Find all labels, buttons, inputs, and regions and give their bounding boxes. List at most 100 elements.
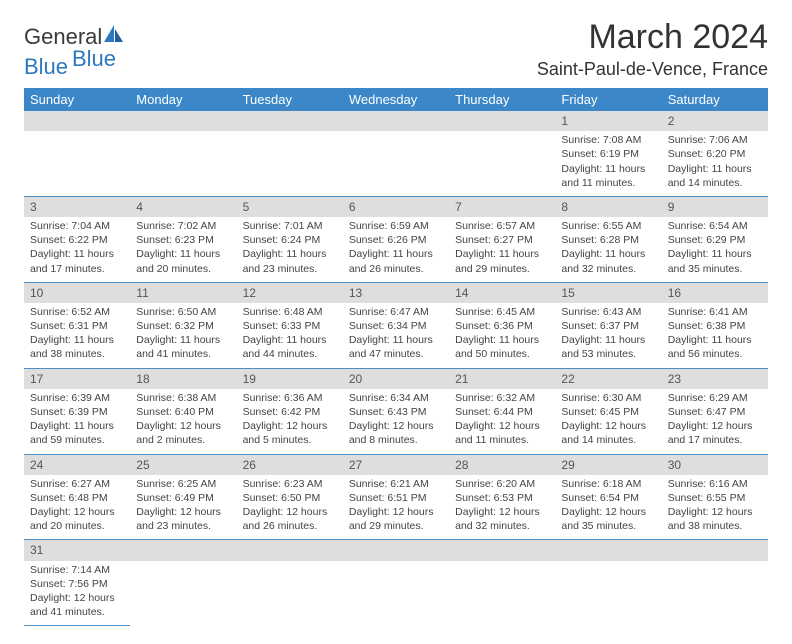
sunset-line: Sunset: 6:48 PM <box>30 491 124 505</box>
sunset-line: Sunset: 6:29 PM <box>668 233 762 247</box>
day-number: 9 <box>662 197 768 217</box>
daylight-line: Daylight: 12 hours and 11 minutes. <box>455 419 549 447</box>
day-number: 20 <box>343 369 449 389</box>
calendar-cell: 13Sunrise: 6:47 AMSunset: 6:34 PMDayligh… <box>343 282 449 368</box>
day-body: Sunrise: 6:18 AMSunset: 6:54 PMDaylight:… <box>555 475 661 540</box>
calendar-cell: 15Sunrise: 6:43 AMSunset: 6:37 PMDayligh… <box>555 282 661 368</box>
sunset-line: Sunset: 6:20 PM <box>668 147 762 161</box>
calendar-cell: 6Sunrise: 6:59 AMSunset: 6:26 PMDaylight… <box>343 196 449 282</box>
daylight-line: Daylight: 11 hours and 14 minutes. <box>668 162 762 190</box>
daylight-line: Daylight: 12 hours and 20 minutes. <box>30 505 124 533</box>
day-header: Tuesday <box>237 88 343 111</box>
day-number: 16 <box>662 283 768 303</box>
sunrise-line: Sunrise: 6:43 AM <box>561 305 655 319</box>
daylight-line: Daylight: 11 hours and 47 minutes. <box>349 333 443 361</box>
day-body <box>662 561 768 611</box>
day-body: Sunrise: 7:04 AMSunset: 6:22 PMDaylight:… <box>24 217 130 282</box>
daylight-line: Daylight: 12 hours and 17 minutes. <box>668 419 762 447</box>
sunrise-line: Sunrise: 6:36 AM <box>243 391 337 405</box>
calendar-cell <box>130 111 236 196</box>
sunrise-line: Sunrise: 6:57 AM <box>455 219 549 233</box>
sunset-line: Sunset: 6:49 PM <box>136 491 230 505</box>
header: GeneralBlueMarch 2024Saint-Paul-de-Vence… <box>24 18 768 80</box>
day-body: Sunrise: 6:38 AMSunset: 6:40 PMDaylight:… <box>130 389 236 454</box>
day-number: 13 <box>343 283 449 303</box>
calendar-week-row: 17Sunrise: 6:39 AMSunset: 6:39 PMDayligh… <box>24 368 768 454</box>
sunrise-line: Sunrise: 6:30 AM <box>561 391 655 405</box>
calendar-cell: 28Sunrise: 6:20 AMSunset: 6:53 PMDayligh… <box>449 454 555 540</box>
sunset-line: Sunset: 6:26 PM <box>349 233 443 247</box>
day-number: 2 <box>662 111 768 131</box>
day-body <box>343 131 449 181</box>
day-body <box>237 131 343 181</box>
day-header: Sunday <box>24 88 130 111</box>
sunrise-line: Sunrise: 6:38 AM <box>136 391 230 405</box>
calendar-cell <box>237 111 343 196</box>
day-number: 22 <box>555 369 661 389</box>
day-body: Sunrise: 6:30 AMSunset: 6:45 PMDaylight:… <box>555 389 661 454</box>
calendar-week-row: 24Sunrise: 6:27 AMSunset: 6:48 PMDayligh… <box>24 454 768 540</box>
daylight-line: Daylight: 11 hours and 17 minutes. <box>30 247 124 275</box>
day-number: 7 <box>449 197 555 217</box>
sunrise-line: Sunrise: 7:14 AM <box>30 563 124 577</box>
calendar-table: SundayMondayTuesdayWednesdayThursdayFrid… <box>24 88 768 626</box>
sunset-line: Sunset: 6:32 PM <box>136 319 230 333</box>
day-header: Wednesday <box>343 88 449 111</box>
sunset-line: Sunset: 7:56 PM <box>30 577 124 591</box>
sunset-line: Sunset: 6:53 PM <box>455 491 549 505</box>
calendar-cell: 29Sunrise: 6:18 AMSunset: 6:54 PMDayligh… <box>555 454 661 540</box>
day-body: Sunrise: 6:41 AMSunset: 6:38 PMDaylight:… <box>662 303 768 368</box>
day-number <box>130 540 236 560</box>
day-number: 23 <box>662 369 768 389</box>
calendar-cell: 22Sunrise: 6:30 AMSunset: 6:45 PMDayligh… <box>555 368 661 454</box>
calendar-cell: 1Sunrise: 7:08 AMSunset: 6:19 PMDaylight… <box>555 111 661 196</box>
daylight-line: Daylight: 12 hours and 2 minutes. <box>136 419 230 447</box>
daylight-line: Daylight: 12 hours and 35 minutes. <box>561 505 655 533</box>
day-body <box>237 561 343 611</box>
day-number: 14 <box>449 283 555 303</box>
day-number: 28 <box>449 455 555 475</box>
daylight-line: Daylight: 12 hours and 8 minutes. <box>349 419 443 447</box>
sunrise-line: Sunrise: 6:27 AM <box>30 477 124 491</box>
calendar-cell: 31Sunrise: 7:14 AMSunset: 7:56 PMDayligh… <box>24 540 130 626</box>
day-body: Sunrise: 6:23 AMSunset: 6:50 PMDaylight:… <box>237 475 343 540</box>
calendar-week-row: 3Sunrise: 7:04 AMSunset: 6:22 PMDaylight… <box>24 196 768 282</box>
day-body: Sunrise: 6:43 AMSunset: 6:37 PMDaylight:… <box>555 303 661 368</box>
day-body: Sunrise: 6:59 AMSunset: 6:26 PMDaylight:… <box>343 217 449 282</box>
day-number: 24 <box>24 455 130 475</box>
day-body <box>24 131 130 181</box>
daylight-line: Daylight: 12 hours and 29 minutes. <box>349 505 443 533</box>
calendar-cell: 14Sunrise: 6:45 AMSunset: 6:36 PMDayligh… <box>449 282 555 368</box>
sunset-line: Sunset: 6:51 PM <box>349 491 443 505</box>
sunset-line: Sunset: 6:37 PM <box>561 319 655 333</box>
month-title: March 2024 <box>537 18 768 57</box>
calendar-cell: 18Sunrise: 6:38 AMSunset: 6:40 PMDayligh… <box>130 368 236 454</box>
sunset-line: Sunset: 6:39 PM <box>30 405 124 419</box>
day-body <box>449 131 555 181</box>
sunset-line: Sunset: 6:19 PM <box>561 147 655 161</box>
day-number <box>449 540 555 560</box>
day-number: 27 <box>343 455 449 475</box>
sunrise-line: Sunrise: 6:20 AM <box>455 477 549 491</box>
day-body: Sunrise: 6:27 AMSunset: 6:48 PMDaylight:… <box>24 475 130 540</box>
sunrise-line: Sunrise: 6:39 AM <box>30 391 124 405</box>
sunrise-line: Sunrise: 6:55 AM <box>561 219 655 233</box>
day-body <box>343 561 449 611</box>
day-header: Monday <box>130 88 236 111</box>
day-number: 25 <box>130 455 236 475</box>
day-body <box>449 561 555 611</box>
calendar-week-row: 31Sunrise: 7:14 AMSunset: 7:56 PMDayligh… <box>24 540 768 626</box>
daylight-line: Daylight: 11 hours and 29 minutes. <box>455 247 549 275</box>
sunrise-line: Sunrise: 6:54 AM <box>668 219 762 233</box>
daylight-line: Daylight: 11 hours and 32 minutes. <box>561 247 655 275</box>
calendar-cell <box>237 540 343 626</box>
sunrise-line: Sunrise: 6:23 AM <box>243 477 337 491</box>
day-number <box>343 111 449 131</box>
sunset-line: Sunset: 6:33 PM <box>243 319 337 333</box>
day-number: 31 <box>24 540 130 560</box>
sunset-line: Sunset: 6:40 PM <box>136 405 230 419</box>
day-body <box>130 131 236 181</box>
sunset-line: Sunset: 6:44 PM <box>455 405 549 419</box>
day-number: 30 <box>662 455 768 475</box>
day-number <box>449 111 555 131</box>
